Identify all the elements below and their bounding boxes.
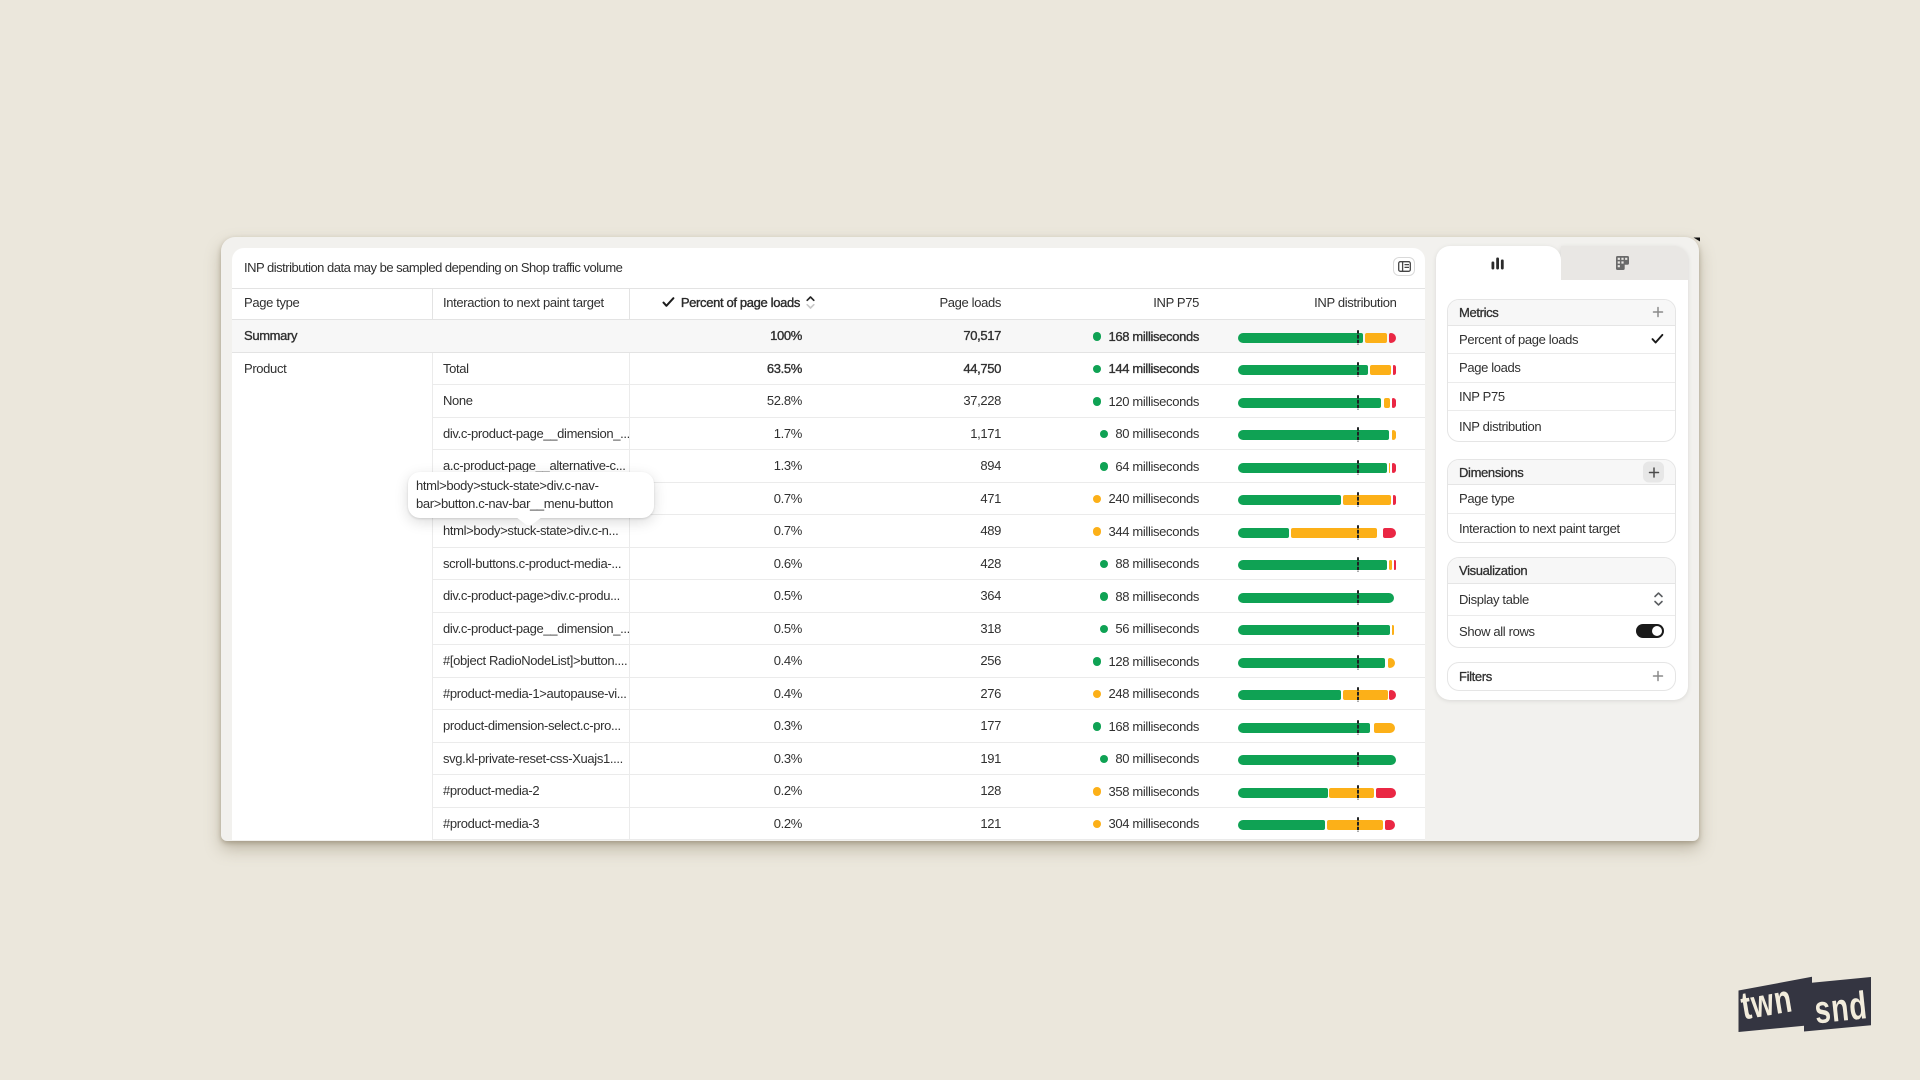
svg-text:twn: twn (1738, 977, 1796, 1028)
svg-text:snd: snd (1812, 984, 1869, 1033)
